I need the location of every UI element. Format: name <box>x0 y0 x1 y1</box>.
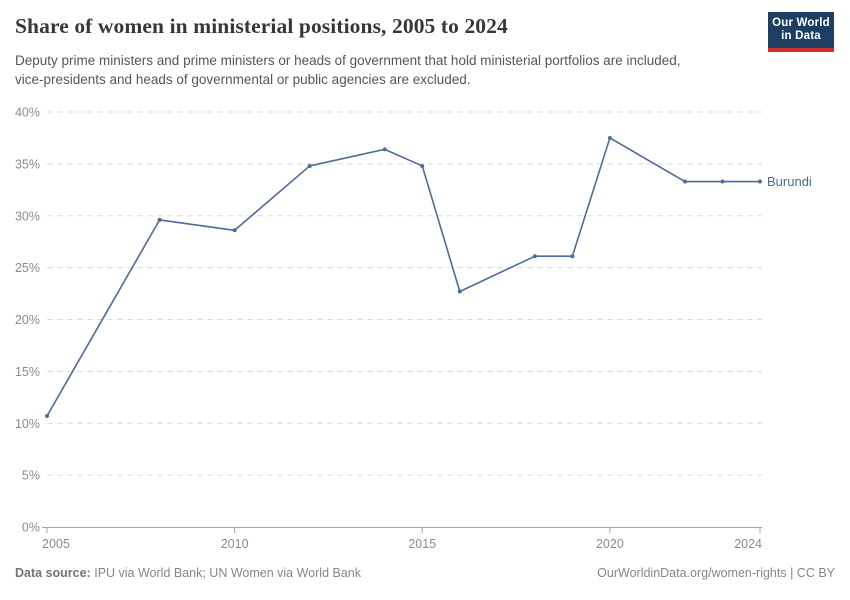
y-axis-tick-label: 40% <box>15 106 40 120</box>
data-point[interactable] <box>532 254 537 259</box>
x-axis-tick-label: 2020 <box>596 537 624 551</box>
data-point[interactable] <box>720 179 725 184</box>
data-source-text: IPU via World Bank; UN Women via World B… <box>94 566 361 580</box>
chart-footer: Data source: IPU via World Bank; UN Wome… <box>15 566 835 586</box>
x-axis-tick-label: 2010 <box>221 537 249 551</box>
y-axis-tick-label: 0% <box>22 521 40 535</box>
data-point[interactable] <box>45 413 49 418</box>
data-point[interactable] <box>570 254 575 259</box>
data-point[interactable] <box>232 228 237 233</box>
owid-logo-line1: Our World <box>772 16 830 29</box>
data-point[interactable] <box>758 179 762 184</box>
owid-logo-line2: in Data <box>781 30 821 42</box>
x-axis-tick-label: 2005 <box>42 537 70 551</box>
data-point[interactable] <box>682 179 687 184</box>
data-source: Data source: IPU via World Bank; UN Wome… <box>15 566 361 586</box>
data-point[interactable] <box>157 217 162 222</box>
trend-line[interactable] <box>46 137 761 417</box>
footer-link[interactable]: OurWorldinData.org/women-rights | CC BY <box>597 566 835 580</box>
y-axis-tick-label: 25% <box>15 261 40 275</box>
y-axis-tick-label: 30% <box>15 209 40 223</box>
y-axis-tick-label: 35% <box>15 157 40 171</box>
x-axis-tick-label: 2015 <box>408 537 436 551</box>
owid-logo[interactable]: Our World in Data <box>768 12 834 52</box>
data-point[interactable] <box>382 147 387 152</box>
y-axis-tick-label: 20% <box>15 313 40 327</box>
data-source-label: Data source: <box>15 566 91 580</box>
data-point[interactable] <box>607 135 612 140</box>
y-axis-tick-label: 5% <box>22 469 40 483</box>
data-point[interactable] <box>457 289 462 294</box>
x-axis-tick-label: 2024 <box>734 537 762 551</box>
page-title: Share of women in ministerial positions,… <box>15 14 508 38</box>
data-point[interactable] <box>307 163 312 168</box>
chart-subtitle: Deputy prime ministers and prime ministe… <box>15 53 681 87</box>
data-point[interactable] <box>420 163 425 168</box>
series-label[interactable]: Burundi <box>767 174 812 189</box>
y-axis-tick-label: 15% <box>15 365 40 379</box>
y-axis-tick-label: 10% <box>15 417 40 431</box>
